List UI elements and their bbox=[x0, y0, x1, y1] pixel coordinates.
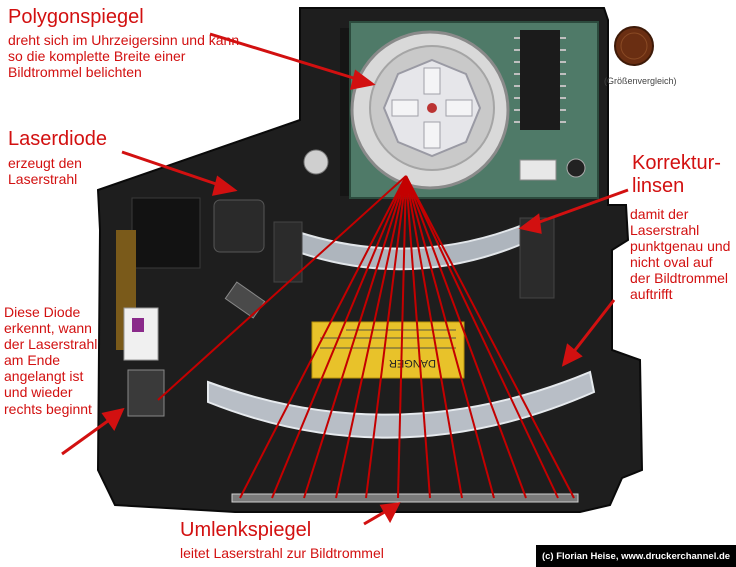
screw-head bbox=[303, 149, 329, 175]
coin-caption: (Größenvergleich) bbox=[604, 76, 677, 86]
copyright-notice: (c) Florian Heise, www.druckerchannel.de bbox=[536, 545, 736, 567]
deflection-mirror bbox=[231, 493, 579, 503]
ic-chip bbox=[520, 30, 560, 130]
annotation-arrows bbox=[61, 32, 629, 526]
deflection-mirror-description: leitet Laserstrahl zur Bildtrommel bbox=[180, 545, 384, 561]
laser-beams bbox=[157, 175, 575, 499]
collimator-lens bbox=[213, 199, 265, 253]
laser-diode-description: erzeugt den Laserstrahl bbox=[8, 155, 82, 188]
sensor-board bbox=[123, 307, 159, 361]
correction-lens-description: damit der Laserstrahl punktgenau und nic… bbox=[630, 206, 731, 303]
lens-mount-left bbox=[273, 221, 303, 283]
capacitor bbox=[566, 158, 586, 178]
mirror-hub bbox=[427, 103, 437, 113]
connector bbox=[519, 159, 557, 181]
polygon-mirror-title: Polygonspiegel bbox=[8, 6, 144, 28]
polygon-mirror-description: dreht sich im Uhrzeigersinn und kann so … bbox=[8, 32, 240, 81]
laser-diode-housing bbox=[131, 197, 201, 269]
correction-lens-title: Korrektur-linsen bbox=[632, 152, 721, 197]
warning-sticker-text: DANGER bbox=[389, 357, 436, 369]
deflection-mirror-title: Umlenkspiegel bbox=[180, 519, 312, 541]
sensor-diode bbox=[127, 369, 165, 417]
sensor-diode-description: Diese Diode erkennt, wann der Laserstrah… bbox=[4, 304, 98, 417]
laser-diode-title: Laserdiode bbox=[8, 128, 107, 150]
sensor-chip bbox=[132, 318, 144, 332]
